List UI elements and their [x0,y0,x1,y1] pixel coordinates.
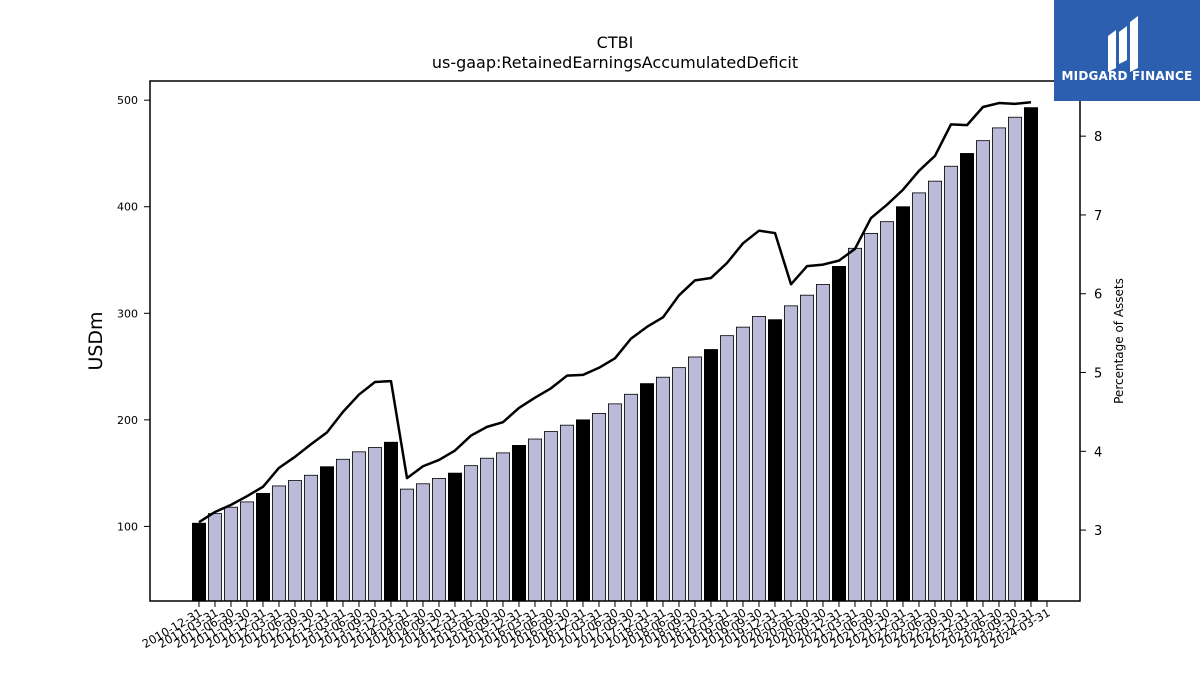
bar-2017-12-31 [640,383,655,602]
bar-2022-12-31 [960,153,975,602]
bar-2019-06-30 [736,326,751,602]
bar-2022-09-30 [944,165,959,602]
bar-2013-12-31 [383,441,398,602]
x-axis: 2010-12-312011-03-312011-06-302011-09-30… [140,601,1053,651]
bar-2011-06-30 [223,506,238,602]
bar-2018-03-31 [656,376,671,602]
bar-2015-06-30 [479,457,494,602]
bar-2021-03-31 [848,247,863,602]
line-group [198,101,1032,524]
logo-text: MIDGARD FINANCE [1061,69,1193,83]
bar-2013-03-31 [335,458,350,602]
bar-2023-09-30 [1008,116,1023,602]
bar-2014-12-31 [447,472,462,602]
bar-2013-09-30 [367,447,382,602]
bar-2017-03-31 [592,413,607,602]
bar-2021-06-30 [864,232,879,602]
bar-2023-03-31 [976,140,991,602]
bar-2014-09-30 [431,478,446,602]
bar-2018-09-30 [688,356,703,602]
bar-2015-09-30 [495,452,510,602]
bar-2011-12-31 [255,492,270,602]
y-axis-label: USDm [85,311,107,370]
bar-2018-12-31 [704,349,719,602]
midgard-finance-logo: MIDGARD FINANCE [1054,0,1200,101]
bar-2017-09-30 [624,393,639,602]
chart-title: CTBI [597,33,634,52]
bar-2016-12-31 [576,419,591,602]
bar-2022-03-31 [912,192,927,602]
bar-2019-12-31 [768,319,783,602]
bar-2016-09-30 [560,424,575,602]
bar-2020-06-30 [800,294,815,602]
bar-2014-06-30 [415,483,430,602]
midgard-logo-icon [1108,16,1138,72]
bar-2014-03-31 [399,488,414,602]
bar-2021-09-30 [880,221,895,602]
y-tick-label-100: 100 [117,520,138,533]
y-tick-label-500: 500 [117,94,138,107]
series-line-percentage-of-assets [198,101,1032,524]
bar-2017-06-30 [608,403,623,602]
y-tick-label-300: 300 [117,307,138,320]
y2-axis-label: Percentage of Assets [1112,278,1126,404]
bar-2012-06-30 [287,480,302,602]
bar-2015-03-31 [463,465,478,602]
y-tick-label-200: 200 [117,414,138,427]
bar-2020-12-31 [832,266,847,602]
bar-2022-06-30 [928,180,943,602]
bar-2010-12-31 [191,522,206,602]
bar-2020-09-30 [816,284,831,602]
y2-tick-label-4: 4 [1094,445,1102,460]
y2-tick-label-5: 5 [1094,367,1102,382]
y-tick-label-400: 400 [117,201,138,214]
bar-2021-12-31 [896,206,911,602]
bar-2016-06-30 [544,431,559,602]
bar-2023-06-30 [992,127,1007,602]
chart-subtitle: us-gaap:RetainedEarningsAccumulatedDefic… [432,53,798,72]
y2-tick-label-7: 7 [1094,209,1102,224]
y2-tick-label-6: 6 [1094,288,1102,303]
bar-2019-03-31 [720,335,735,602]
bar-2011-03-31 [207,513,222,602]
y2-tick-label-8: 8 [1094,130,1102,145]
bar-2012-03-31 [271,485,286,602]
bar-2019-09-30 [752,316,767,602]
bar-2015-12-31 [512,445,527,602]
bar-2020-03-31 [784,305,799,602]
y-axis-right: 3 4 5 6 7 8 [1080,130,1102,539]
bar-2016-03-31 [528,438,543,602]
y2-tick-label-3: 3 [1094,524,1102,539]
bar-2012-09-30 [303,474,318,602]
bar-2013-06-30 [351,451,366,602]
bar-2018-06-30 [672,367,687,602]
y-axis-left: 100 200 300 400 500 [117,94,150,533]
bar-2023-12-31 [1024,107,1039,602]
bar-2011-09-30 [239,501,254,602]
bar-2012-12-31 [319,466,334,602]
